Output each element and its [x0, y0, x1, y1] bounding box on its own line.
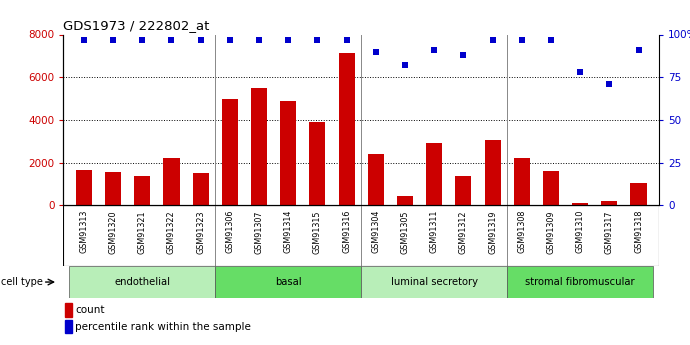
Bar — [65, 303, 72, 317]
Point — [137, 37, 148, 42]
Text: endothelial: endothelial — [115, 277, 170, 287]
Text: GSM91314: GSM91314 — [284, 210, 293, 254]
Point — [108, 37, 119, 42]
Text: GSM91306: GSM91306 — [226, 210, 235, 254]
Point — [516, 37, 527, 42]
Bar — [426, 144, 442, 205]
Text: basal: basal — [275, 277, 302, 287]
Text: GSM91313: GSM91313 — [79, 210, 88, 254]
Bar — [69, 266, 215, 298]
Bar — [397, 196, 413, 205]
Text: GSM91316: GSM91316 — [342, 210, 351, 254]
Bar — [455, 176, 471, 205]
Point — [166, 37, 177, 42]
Bar — [105, 172, 121, 205]
Point — [224, 37, 235, 42]
Text: GSM91317: GSM91317 — [605, 210, 614, 254]
Text: GSM91318: GSM91318 — [634, 210, 643, 254]
Text: GSM91320: GSM91320 — [108, 210, 117, 254]
Bar — [507, 266, 653, 298]
Point — [283, 37, 294, 42]
Text: GSM91310: GSM91310 — [575, 210, 584, 254]
Text: GSM91304: GSM91304 — [371, 210, 380, 254]
Bar — [164, 158, 179, 205]
Point — [545, 37, 556, 42]
Text: luminal secretory: luminal secretory — [391, 277, 477, 287]
Bar — [193, 173, 208, 205]
Point — [312, 37, 323, 42]
Text: GSM91315: GSM91315 — [313, 210, 322, 254]
Point — [428, 47, 440, 53]
Text: cell type: cell type — [1, 277, 43, 287]
Text: GSM91319: GSM91319 — [488, 210, 497, 254]
Text: stromal fibromuscular: stromal fibromuscular — [525, 277, 635, 287]
Text: GSM91323: GSM91323 — [196, 210, 205, 254]
Point — [253, 37, 264, 42]
Text: GSM91311: GSM91311 — [430, 210, 439, 254]
Point — [79, 37, 90, 42]
Bar — [135, 176, 150, 205]
Bar — [543, 171, 559, 205]
Bar — [76, 170, 92, 205]
Bar — [514, 158, 530, 205]
Text: GSM91308: GSM91308 — [518, 210, 526, 254]
Text: GSM91321: GSM91321 — [138, 210, 147, 254]
Bar — [572, 203, 588, 205]
Bar — [280, 101, 296, 205]
Bar — [339, 53, 355, 205]
Bar — [251, 88, 267, 205]
Text: GSM91307: GSM91307 — [255, 210, 264, 254]
Text: GDS1973 / 222802_at: GDS1973 / 222802_at — [63, 19, 210, 32]
Text: count: count — [75, 305, 105, 315]
Bar — [65, 320, 72, 333]
Bar — [221, 99, 238, 205]
Text: GSM91309: GSM91309 — [546, 210, 555, 254]
Text: GSM91305: GSM91305 — [400, 210, 409, 254]
Bar — [368, 154, 384, 205]
Point — [400, 62, 411, 68]
Point — [604, 81, 615, 87]
Bar — [215, 266, 362, 298]
Bar — [362, 266, 507, 298]
Bar — [631, 183, 647, 205]
Bar — [309, 122, 326, 205]
Bar — [484, 140, 501, 205]
Text: GSM91312: GSM91312 — [459, 210, 468, 254]
Text: GSM91322: GSM91322 — [167, 210, 176, 254]
Point — [487, 37, 498, 42]
Point — [458, 52, 469, 58]
Point — [633, 47, 644, 53]
Point — [371, 49, 382, 54]
Bar — [601, 201, 618, 205]
Point — [195, 37, 206, 42]
Point — [575, 69, 586, 75]
Point — [341, 37, 352, 42]
Text: percentile rank within the sample: percentile rank within the sample — [75, 322, 251, 332]
